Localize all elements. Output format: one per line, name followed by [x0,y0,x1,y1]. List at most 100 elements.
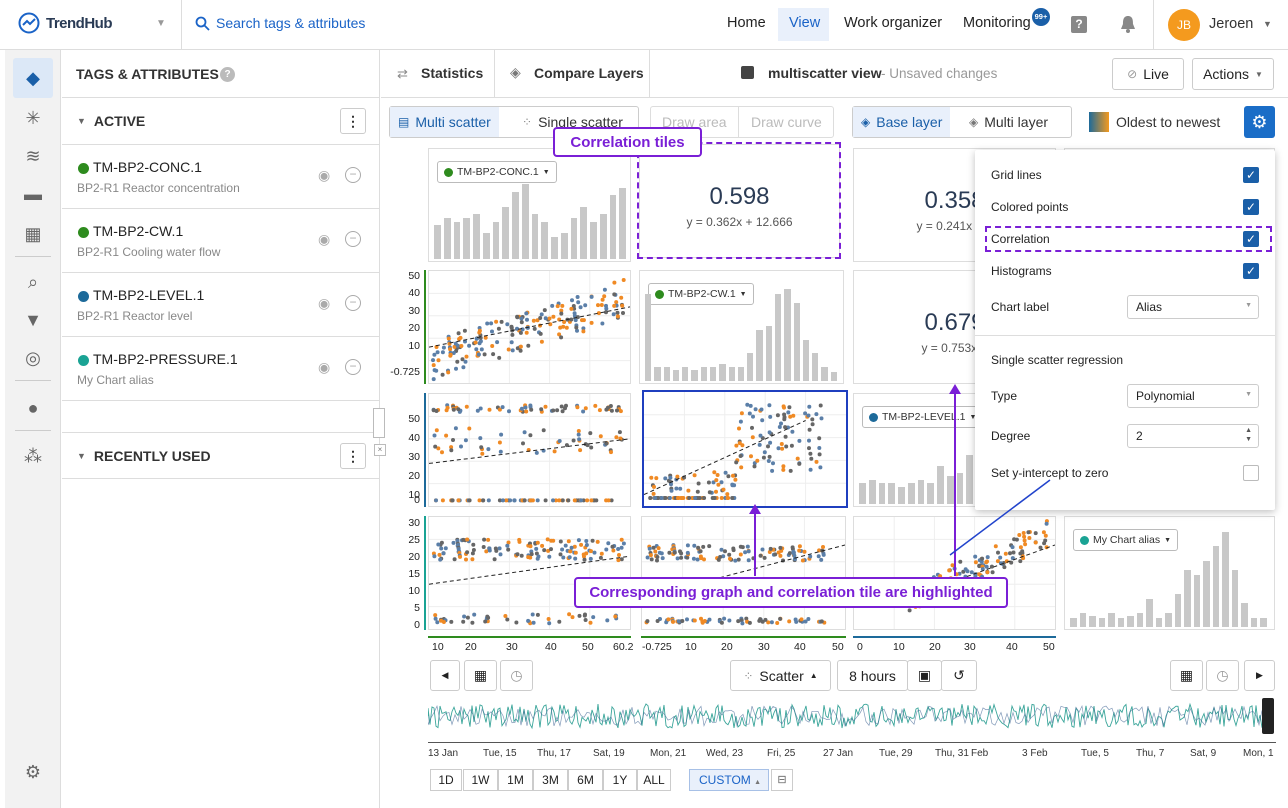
degree-stepper[interactable]: 2 ▲ ▼ [1127,424,1259,448]
scatter-tile-highlighted[interactable] [642,390,848,508]
scatter-icon[interactable]: ✳ [25,108,41,128]
range-button-3m[interactable]: 3M [533,769,568,791]
network-icon[interactable]: ⁂ [24,446,42,466]
gear-icon[interactable]: ⚙ [24,762,42,782]
avatar[interactable]: JB [1168,9,1200,41]
eye-icon[interactable]: ◉ [318,167,331,183]
nav-home[interactable]: Home [727,15,766,31]
resize-handle[interactable] [373,408,385,438]
single-scatter-button[interactable]: ⁘ Single scatter [514,106,631,138]
dashboard-icon[interactable]: ▦ [24,224,42,244]
colored-points-checkbox[interactable]: ✓ [1243,199,1259,215]
histogram-tile[interactable]: TM-BP2-CONC.1 ▼ [428,148,631,262]
range-button-all[interactable]: ALL [637,769,671,791]
search-input[interactable]: Search tags & attributes [195,15,365,31]
history-icon[interactable]: ↺ [941,660,977,691]
prev-button[interactable]: ◀ [430,660,460,691]
intercept-checkbox[interactable] [1243,465,1259,481]
order-label[interactable]: Oldest to newest [1116,114,1221,130]
tag-item[interactable]: TM-BP2-CONC.1 BP2-R1 Reactor concentrati… [62,145,380,209]
custom-range-button[interactable]: CUSTOM ▲ [689,769,769,791]
timeline-handle[interactable] [1262,698,1274,734]
range-button-1m[interactable]: 1M [498,769,533,791]
remove-icon[interactable]: − [345,359,361,375]
eye-icon[interactable]: ◉ [318,295,331,311]
tag-item[interactable]: TM-BP2-PRESSURE.1 My Chart alias ◉ − [62,337,380,401]
custom-range-icon[interactable]: ⊟ [771,769,793,791]
tag-item[interactable]: TM-BP2-LEVEL.1 BP2-R1 Reactor level ◉ − [62,273,380,337]
chart-label-pill[interactable]: TM-BP2-LEVEL.1 ▼ [862,406,984,428]
scatter-point [645,619,650,624]
user-name[interactable]: Jeroen [1209,16,1254,32]
timeline-overview[interactable] [428,700,1276,732]
nav-view[interactable]: View [789,15,821,31]
histograms-checkbox[interactable]: ✓ [1243,263,1259,279]
chevron-down-icon[interactable]: ▼ [156,18,166,29]
filter-icon[interactable]: ▼ [24,310,42,330]
bell-icon[interactable] [1119,14,1137,34]
correlation-tile[interactable]: 0.598 y = 0.362x + 12.666 [639,144,840,258]
app-logo[interactable]: TrendHub [18,12,113,34]
lock-icon[interactable]: ▣ [907,660,942,691]
save-icon[interactable] [741,66,754,79]
next-button[interactable]: ▶ [1244,660,1275,691]
search-icon[interactable]: ⌕ [27,272,39,292]
type-select[interactable]: Polynomial ▼ [1127,384,1259,408]
tag-icon[interactable]: ◆ [26,68,40,88]
chart-type-select[interactable]: ⁘ Scatter ▲ [730,660,831,691]
remove-icon[interactable]: − [345,295,361,311]
remove-icon[interactable]: − [345,231,361,247]
comment-icon[interactable]: ▬ [24,184,42,204]
actions-button[interactable]: Actions ▼ [1192,58,1274,90]
range-button-1d[interactable]: 1D [430,769,462,791]
help-icon[interactable]: ? [220,67,235,82]
nav-monitoring[interactable]: Monitoring [963,15,1031,31]
chevron-down-icon[interactable]: ▼ [1263,19,1272,29]
multi-scatter-button[interactable]: ▤ Multi scatter [390,107,499,137]
gear-icon[interactable]: ⚙ [1244,106,1275,138]
clock-icon[interactable]: ◷ [1206,660,1239,691]
kebab-menu-icon[interactable]: ⋮ [340,443,366,469]
histogram-tile[interactable]: TM-BP2-CW.1 ▼ [639,270,844,384]
chart-label-pill[interactable]: My Chart alias ▼ [1073,529,1179,551]
statistics-tab[interactable]: Statistics [421,65,484,81]
recent-section-header[interactable]: ▼ RECENTLY USED ⋮ [62,432,380,479]
draw-area-button[interactable]: Draw area [662,114,727,130]
chart-label-pill[interactable]: TM-BP2-CONC.1 ▼ [437,161,557,183]
view-name[interactable]: multiscatter view [768,65,882,81]
scatter-tile[interactable] [428,516,631,630]
kebab-menu-icon[interactable]: ⋮ [340,108,366,134]
active-section-header[interactable]: ▼ ACTIVE ⋮ [62,98,380,145]
fingerprint-icon[interactable]: ◎ [25,348,41,368]
eye-icon[interactable]: ◉ [318,359,331,375]
chart-label-select[interactable]: Alias ▼ [1127,295,1259,319]
compare-layers-tab[interactable]: Compare Layers [534,65,644,81]
scatter-tile[interactable] [428,393,631,507]
histogram-tile[interactable]: My Chart alias ▼ [1064,516,1275,630]
range-button-1y[interactable]: 1Y [603,769,637,791]
scatter-tile[interactable] [428,270,631,384]
close-icon[interactable]: × [374,444,386,456]
tag-item[interactable]: TM-BP2-CW.1 BP2-R1 Cooling water flow ◉ … [62,209,380,273]
live-button[interactable]: ⊘ Live [1112,58,1184,90]
range-button-1w[interactable]: 1W [463,769,498,791]
layers-icon[interactable]: ≋ [25,146,41,166]
remove-icon[interactable]: − [345,167,361,183]
draw-curve-button[interactable]: Draw curve [751,114,822,130]
chart-label-pill[interactable]: TM-BP2-CW.1 ▼ [648,283,754,305]
clock-icon[interactable]: ◷ [500,660,533,691]
scatter-point [746,558,751,563]
nav-work-organizer[interactable]: Work organizer [844,15,943,31]
lightbulb-icon[interactable]: ● [27,398,39,418]
correlation-checkbox[interactable]: ✓ [1243,231,1259,247]
scatter-tile[interactable] [641,516,846,630]
multi-layer-button[interactable]: ◈ Multi layer [961,106,1056,138]
calendar-icon[interactable]: ▦ [464,660,497,691]
base-layer-button[interactable]: ◈ Base layer [853,107,951,137]
grid-lines-checkbox[interactable]: ✓ [1243,167,1259,183]
calendar-icon[interactable]: ▦ [1170,660,1203,691]
duration-field[interactable]: 8 hours [837,660,908,691]
help-icon[interactable]: ? [1071,16,1087,33]
range-button-6m[interactable]: 6M [568,769,603,791]
eye-icon[interactable]: ◉ [318,231,331,247]
